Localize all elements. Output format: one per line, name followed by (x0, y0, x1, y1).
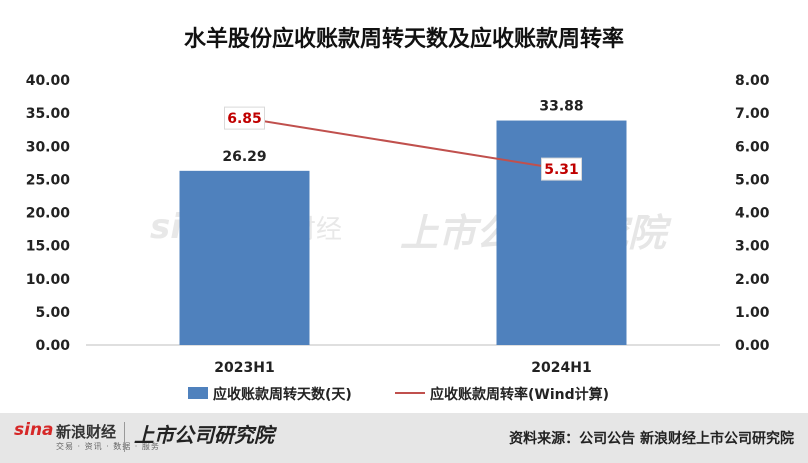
right-axis-tick-label: 8.00 (735, 73, 770, 89)
source-note: 资料来源：公司公告 新浪财经上市公司研究院 (509, 431, 794, 447)
left-axis-tick-label: 20.00 (26, 206, 71, 222)
line-label-box (224, 106, 265, 130)
right-axis-tick-label: 1.00 (735, 305, 770, 321)
right-axis-tick-label: 6.00 (735, 139, 770, 155)
institute-logo-text: 上市公司研究院 (134, 423, 274, 447)
legend-swatch-bar (188, 387, 208, 399)
left-axis-tick-label: 35.00 (26, 106, 71, 122)
left-axis-tick-label: 10.00 (26, 272, 71, 288)
sina-finance-tagline: 交易 · 资讯 · 数据 · 服务 (56, 442, 160, 451)
left-axis-tick-label: 0.00 (35, 338, 70, 354)
bar-data-label: 33.88 (539, 99, 583, 115)
line-data-label: 5.31 (544, 162, 579, 178)
right-axis-tick-label: 0.00 (735, 338, 770, 354)
bar-data-label: 26.29 (222, 149, 266, 165)
bar (179, 170, 310, 345)
right-axis-tick-label: 2.00 (735, 272, 770, 288)
sina-logo: sina (14, 420, 54, 440)
right-axis-tick-label: 5.00 (735, 172, 770, 188)
right-axis-tick-label: 7.00 (735, 106, 770, 122)
x-axis-category-label: 2023H1 (214, 360, 274, 376)
chart-title: 水羊股份应收账款周转天数及应收账款周转率 (184, 26, 624, 52)
legend-label-bar: 应收账款周转天数(天) (213, 386, 352, 403)
left-axis-tick-label: 5.00 (35, 305, 70, 321)
line-data-label: 6.85 (227, 111, 262, 127)
right-axis-tick-label: 3.00 (735, 239, 770, 255)
x-axis-category-label: 2024H1 (531, 360, 591, 376)
left-axis-tick-label: 30.00 (26, 139, 71, 155)
sina-finance-logo-text: 新浪财经 (56, 423, 117, 441)
brand-divider (124, 422, 125, 452)
line-label-box (541, 157, 582, 181)
bar (496, 120, 627, 345)
chart-canvas: 水羊股份应收账款周转天数及应收账款周转率sina新浪财经上市公司研究院0.005… (26, 26, 770, 403)
left-axis-tick-label: 40.00 (26, 73, 71, 89)
left-axis-tick-label: 15.00 (26, 239, 71, 255)
right-axis-tick-label: 4.00 (735, 206, 770, 222)
source-footer (0, 413, 808, 463)
line-series (244, 117, 562, 171)
legend-label-line: 应收账款周转率(Wind计算) (430, 386, 609, 403)
left-axis-tick-label: 25.00 (26, 172, 71, 188)
